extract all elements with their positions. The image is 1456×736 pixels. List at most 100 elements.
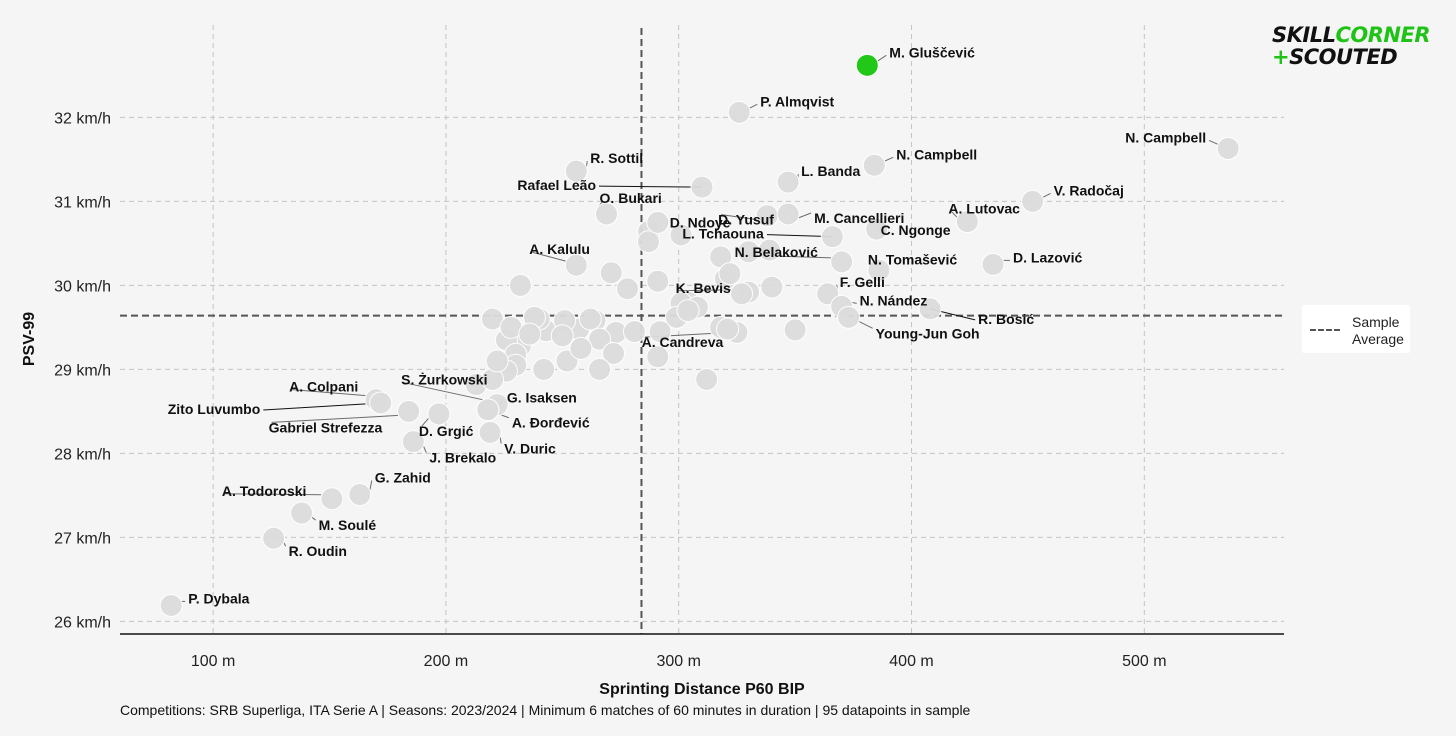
point-label: A. Candreva xyxy=(642,334,724,350)
data-point xyxy=(602,341,626,365)
skillcorner-scouted-logo: SKILLCORNER +SCOUTED xyxy=(1271,23,1431,69)
point-label: Zito Luvumbo xyxy=(168,401,261,417)
labeled-data-point xyxy=(776,170,800,194)
label-leader-line xyxy=(404,382,488,402)
labeled-data-point xyxy=(776,202,800,226)
point-label: P. Almqvist xyxy=(760,93,834,109)
point-label: L. Tchaouna xyxy=(682,226,764,242)
x-tick-label: 400 m xyxy=(889,653,933,670)
label-leader-line xyxy=(884,156,894,162)
data-point xyxy=(485,349,509,373)
legend-dashed-line-swatch xyxy=(1310,329,1340,331)
data-point xyxy=(695,367,719,391)
label-leader-line xyxy=(598,185,703,188)
label-leader-line xyxy=(532,251,567,262)
data-point xyxy=(669,223,693,247)
data-point xyxy=(783,318,807,342)
label-leader-line xyxy=(678,289,732,292)
label-leader-line xyxy=(877,54,887,62)
point-label: K. Bevis xyxy=(676,280,731,296)
x-tick-label: 300 m xyxy=(656,653,700,670)
labeled-data-point xyxy=(646,210,670,234)
x-tick-label: 200 m xyxy=(424,653,468,670)
y-tick-label: 30 km/h xyxy=(54,278,111,295)
label-leader-line xyxy=(1042,192,1051,198)
point-label: N. Tomašević xyxy=(868,251,957,267)
label-leader-line xyxy=(721,214,758,221)
labeled-data-point xyxy=(690,175,714,199)
data-point xyxy=(508,273,532,297)
point-label: N. Campbell xyxy=(1125,129,1206,145)
data-points xyxy=(159,53,1240,617)
point-label: V. Radočaj xyxy=(1054,182,1124,198)
labeled-data-point xyxy=(837,305,861,329)
labeled-data-point xyxy=(320,487,344,511)
label-leader-lines xyxy=(181,54,1219,602)
data-point xyxy=(588,327,612,351)
label-leader-line xyxy=(951,211,958,218)
data-point xyxy=(588,357,612,381)
labeled-data-point xyxy=(564,159,588,183)
labeled-data-point xyxy=(401,430,425,454)
point-label: J. Brekalo xyxy=(429,450,496,466)
y-tick-label: 29 km/h xyxy=(54,362,111,379)
point-label: V. Duric xyxy=(504,440,556,456)
labeled-data-point xyxy=(476,398,500,422)
point-label: R. Sottil xyxy=(590,150,643,166)
point-label: A. Kalulu xyxy=(529,241,590,257)
labeled-data-point xyxy=(955,210,979,234)
data-point xyxy=(760,275,784,299)
label-leader-line xyxy=(369,480,373,491)
labeled-data-point xyxy=(981,252,1005,276)
y-tick-label: 28 km/h xyxy=(54,446,111,463)
point-label: F. Gelli xyxy=(840,274,885,290)
labeled-data-point xyxy=(727,100,751,124)
label-leader-line xyxy=(858,320,873,329)
point-label: C. Ngonge xyxy=(881,222,951,238)
data-point xyxy=(599,261,623,285)
data-point xyxy=(646,269,670,293)
point-label: O. Bukari xyxy=(600,190,662,206)
data-point xyxy=(646,345,670,369)
y-axis-title: PSV-99 xyxy=(21,312,38,366)
label-leader-line xyxy=(224,493,322,496)
labeled-data-point xyxy=(918,297,942,321)
label-leader-line xyxy=(263,402,381,411)
labeled-data-point xyxy=(830,250,854,274)
point-label: M. Soulé xyxy=(319,517,377,533)
labeled-data-point xyxy=(564,253,588,277)
labeled-data-point xyxy=(369,391,393,415)
data-point xyxy=(636,230,660,254)
labeled-data-point xyxy=(397,399,421,423)
labeled-data-point xyxy=(262,526,286,550)
label-leader-line xyxy=(797,212,812,219)
point-label: D. Yusuf xyxy=(718,212,774,228)
label-leader-line xyxy=(271,414,399,423)
data-point xyxy=(578,307,602,331)
point-label: D. Lazović xyxy=(1013,249,1082,265)
label-leader-line xyxy=(422,445,427,453)
labeled-data-point xyxy=(595,202,619,226)
label-leader-line xyxy=(1208,140,1219,145)
data-point xyxy=(718,262,742,286)
label-leader-line xyxy=(292,389,367,397)
point-label: N. Campbell xyxy=(896,146,977,162)
highlighted-data-point xyxy=(855,53,879,77)
data-point xyxy=(622,320,646,344)
label-leader-line xyxy=(749,103,758,109)
point-labels: P. Almqvist N. Campbell N. Campbell L. Band… xyxy=(168,44,1206,606)
point-label: Young-Jun Goh xyxy=(876,325,980,341)
label-leader-line xyxy=(421,417,430,427)
data-point xyxy=(550,324,574,348)
data-point xyxy=(518,322,542,346)
point-label: A. Đorđević xyxy=(512,415,590,431)
data-point xyxy=(616,277,640,301)
x-axis-title: Sprinting Distance P60 BIP xyxy=(599,681,805,698)
highlight-point-label: M. Gluščević xyxy=(889,44,975,60)
point-label: L. Banda xyxy=(801,163,860,179)
point-label: P. Dybala xyxy=(188,590,249,606)
labeled-data-point xyxy=(290,501,314,525)
labeled-data-point xyxy=(730,282,754,306)
labeled-data-point xyxy=(865,217,889,241)
